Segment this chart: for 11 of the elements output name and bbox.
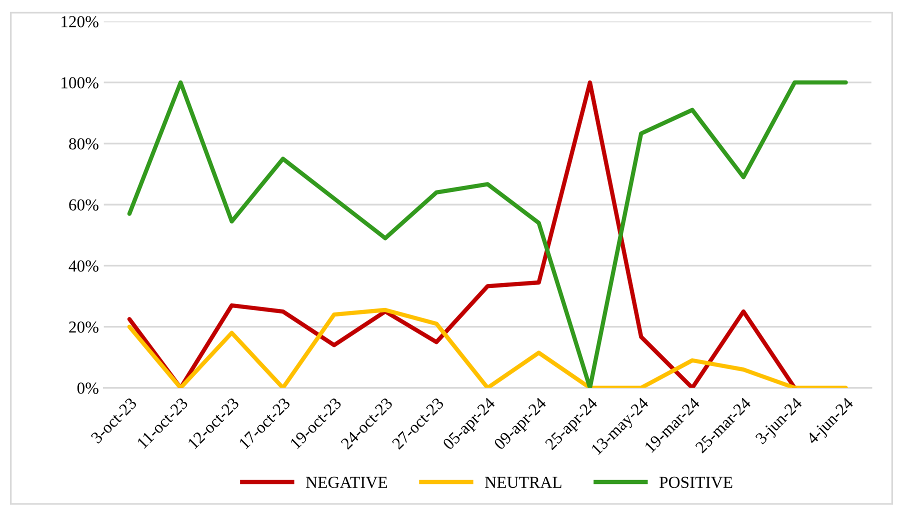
y-tick-label: 60% [69, 199, 98, 211]
legend-label: NEGATIVE [306, 476, 388, 488]
y-tick-label: 100% [62, 77, 98, 88]
y-tick-label: 80% [69, 138, 98, 150]
y-tick-label: 0% [77, 382, 98, 394]
legend-label: NEUTRAL [485, 476, 562, 488]
line-series [127, 308, 848, 388]
legend-label: POSITIVE [659, 476, 732, 488]
y-tick-label: 20% [69, 321, 98, 333]
y-tick-label: 40% [68, 260, 98, 272]
y-tick-label: 120% [62, 16, 98, 28]
